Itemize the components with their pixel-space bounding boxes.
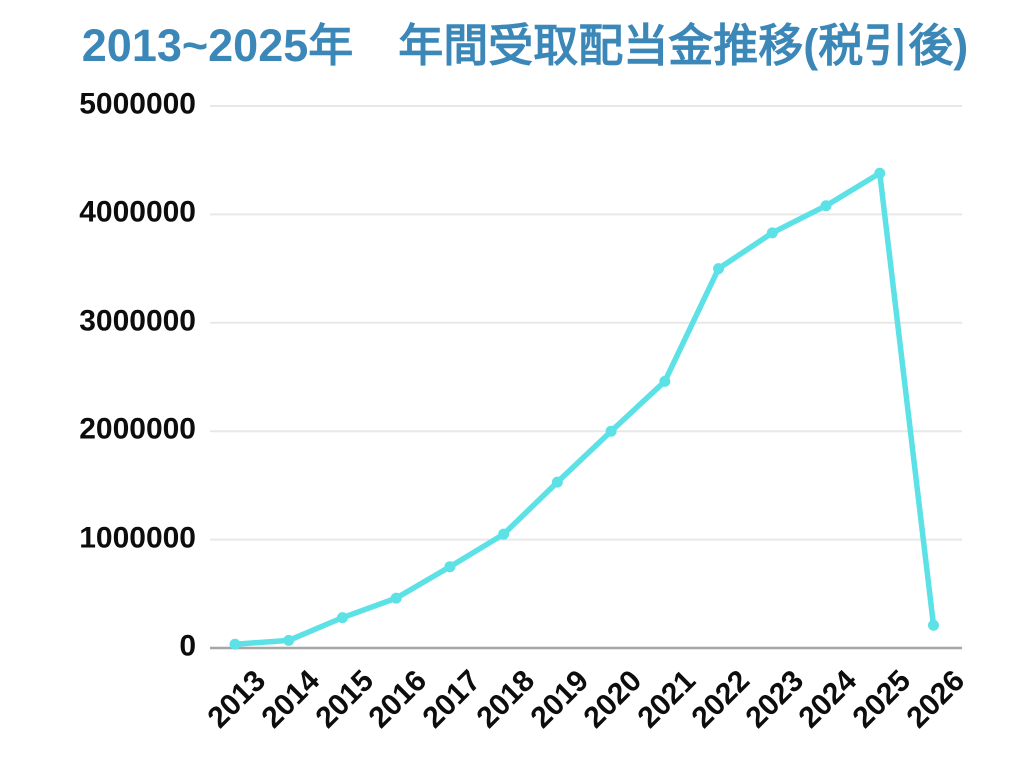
- data-point-2026: [927, 619, 939, 631]
- data-point-2025: [874, 167, 886, 179]
- data-point-2022: [713, 263, 725, 275]
- y-axis-tick-label: 5000000: [79, 87, 196, 121]
- data-point-2018: [498, 528, 510, 540]
- data-point-2016: [390, 592, 402, 604]
- data-point-2021: [659, 375, 671, 387]
- data-point-2017: [444, 561, 456, 573]
- dividend-line-series: [232, 170, 937, 647]
- y-axis-tick-label: 0: [179, 629, 196, 663]
- data-point-2020: [605, 425, 617, 437]
- data-point-2019: [551, 476, 563, 488]
- y-axis-tick-label: 4000000: [79, 196, 196, 230]
- y-axis-tick-label: 2000000: [79, 412, 196, 446]
- data-point-2024: [820, 200, 832, 212]
- data-point-2015: [336, 612, 348, 624]
- data-point-2023: [766, 227, 778, 239]
- data-point-2013: [229, 638, 241, 650]
- data-point-2014: [283, 634, 295, 646]
- y-axis-tick-label: 3000000: [79, 304, 196, 338]
- chart-title: 2013~2025年 年間受取配当金推移(税引後): [81, 20, 969, 71]
- y-axis-tick-label: 1000000: [79, 521, 196, 555]
